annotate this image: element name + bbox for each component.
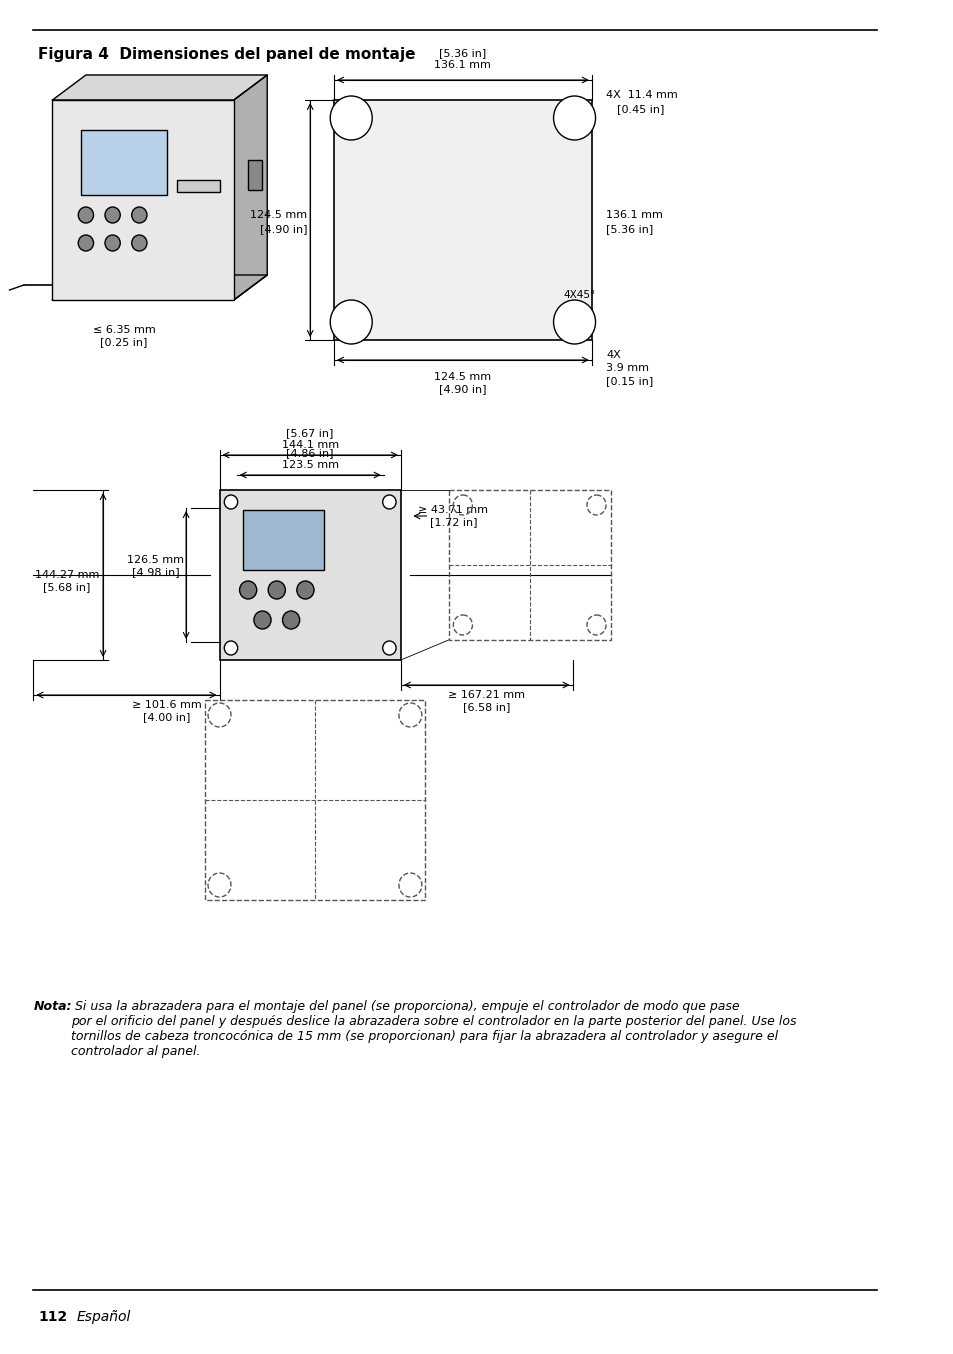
Bar	[248, 160, 262, 190]
Text: 124.5 mm: 124.5 mm	[250, 210, 307, 219]
Bar	[219, 490, 400, 659]
Circle shape	[78, 236, 93, 250]
Circle shape	[105, 207, 120, 223]
Bar	[243, 510, 324, 570]
Text: [4.98 in]: [4.98 in]	[132, 567, 179, 577]
Text: 126.5 mm: 126.5 mm	[127, 555, 184, 565]
Text: 124.5 mm: 124.5 mm	[434, 372, 491, 382]
Bar	[334, 100, 591, 340]
Text: [0.15 in]: [0.15 in]	[605, 376, 653, 386]
Text: [5.68 in]: [5.68 in]	[43, 582, 91, 592]
Text: [5.36 in]: [5.36 in]	[438, 47, 486, 58]
Text: [4.90 in]: [4.90 in]	[259, 223, 307, 234]
Text: [4.86 in]: [4.86 in]	[286, 448, 334, 458]
Text: 4X  11.4 mm: 4X 11.4 mm	[605, 89, 677, 100]
Text: Nota:: Nota:	[33, 1001, 71, 1013]
Circle shape	[239, 581, 256, 598]
Text: ≤ 6.35 mm: ≤ 6.35 mm	[92, 325, 155, 334]
Text: 112: 112	[38, 1311, 68, 1324]
Text: [4.90 in]: [4.90 in]	[438, 385, 486, 394]
Circle shape	[330, 96, 372, 139]
Text: Español: Español	[76, 1311, 131, 1324]
Text: [1.72 in]: [1.72 in]	[429, 517, 476, 527]
Text: 123.5 mm: 123.5 mm	[281, 460, 338, 470]
Polygon shape	[52, 74, 267, 100]
Text: 136.1 mm: 136.1 mm	[434, 60, 491, 70]
Text: 4X45°: 4X45°	[562, 290, 595, 301]
Text: [0.45 in]: [0.45 in]	[617, 104, 664, 114]
Circle shape	[282, 611, 299, 630]
Circle shape	[553, 96, 595, 139]
Text: [0.25 in]: [0.25 in]	[100, 337, 148, 347]
Text: 144.27 mm: 144.27 mm	[34, 570, 99, 580]
Text: ≥ 167.21 mm: ≥ 167.21 mm	[448, 691, 525, 700]
Text: 136.1 mm: 136.1 mm	[605, 210, 662, 219]
Circle shape	[78, 207, 93, 223]
Text: [5.67 in]: [5.67 in]	[286, 428, 334, 437]
Text: 144.1 mm: 144.1 mm	[281, 440, 338, 450]
Text: 3.9 mm: 3.9 mm	[605, 363, 648, 372]
Circle shape	[382, 496, 395, 509]
Bar	[448, 490, 610, 640]
Circle shape	[224, 640, 237, 655]
Circle shape	[382, 640, 395, 655]
Text: Si usa la abrazadera para el montaje del panel (se proporciona), empuje el contr: Si usa la abrazadera para el montaje del…	[71, 1001, 796, 1057]
Circle shape	[224, 496, 237, 509]
Circle shape	[296, 581, 314, 598]
Circle shape	[132, 236, 147, 250]
Bar	[176, 180, 219, 192]
Text: [4.00 in]: [4.00 in]	[143, 712, 191, 722]
Polygon shape	[233, 74, 267, 301]
Circle shape	[253, 611, 271, 630]
Bar	[205, 700, 424, 900]
Circle shape	[268, 581, 285, 598]
Text: ≥ 43.71 mm: ≥ 43.71 mm	[418, 505, 488, 515]
Bar	[52, 100, 233, 301]
Text: Figura 4  Dimensiones del panel de montaje: Figura 4 Dimensiones del panel de montaj…	[38, 47, 416, 62]
Polygon shape	[52, 275, 267, 301]
Circle shape	[105, 236, 120, 250]
Text: [5.36 in]: [5.36 in]	[605, 223, 653, 234]
Bar	[81, 130, 167, 195]
Circle shape	[330, 301, 372, 344]
Text: [6.58 in]: [6.58 in]	[462, 701, 510, 712]
Circle shape	[553, 301, 595, 344]
Text: ≥ 101.6 mm: ≥ 101.6 mm	[132, 700, 202, 709]
Circle shape	[132, 207, 147, 223]
Text: 4X: 4X	[605, 349, 620, 360]
